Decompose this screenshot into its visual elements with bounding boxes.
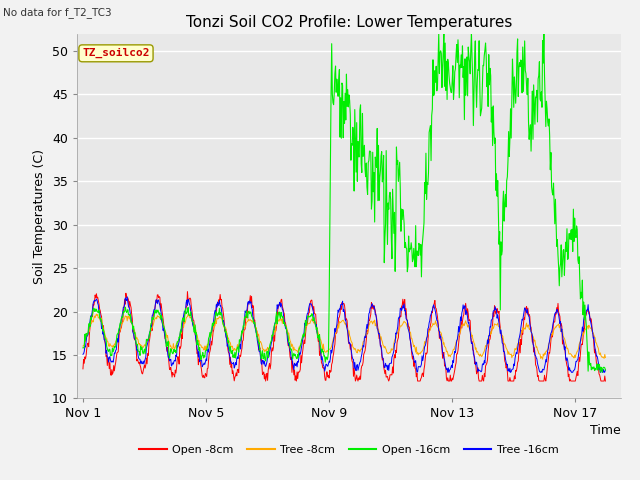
Legend: Open -8cm, Tree -8cm, Open -16cm, Tree -16cm: Open -8cm, Tree -8cm, Open -16cm, Tree -… (134, 441, 563, 459)
Text: No data for f_T2_TC3: No data for f_T2_TC3 (3, 7, 112, 18)
Text: Time: Time (590, 424, 621, 437)
Y-axis label: Soil Temperatures (C): Soil Temperatures (C) (33, 148, 46, 284)
Title: Tonzi Soil CO2 Profile: Lower Temperatures: Tonzi Soil CO2 Profile: Lower Temperatur… (186, 15, 512, 30)
Text: TZ_soilco2: TZ_soilco2 (82, 48, 150, 59)
